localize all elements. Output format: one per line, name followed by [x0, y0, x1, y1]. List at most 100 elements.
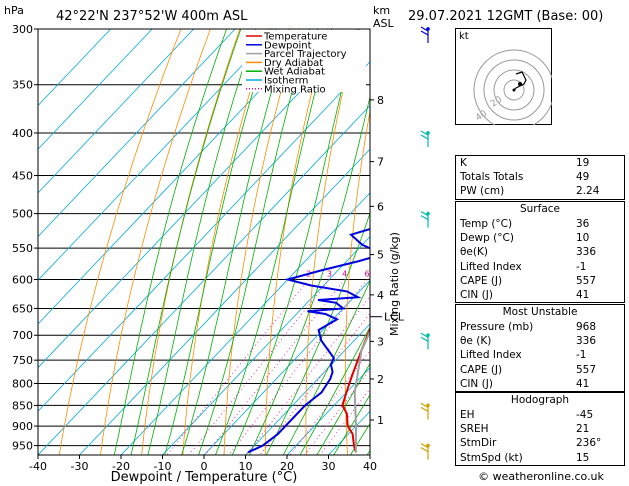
- most-unstable-title: Most Unstable: [502, 306, 578, 318]
- wet-adiabat-line: [316, 362, 370, 455]
- location-title: 42°22'N 237°52'W 400m ASL: [56, 9, 248, 24]
- hodograph-ring-10: [503, 79, 525, 101]
- surface-row-dewp: Dewp (°C) 10: [460, 232, 590, 245]
- mixing-ratio-line: [259, 312, 370, 455]
- pressure-tick-label: 300: [12, 23, 33, 36]
- x-tick-label: -40: [29, 460, 47, 473]
- mu-row-cape: CAPE (J) 557: [460, 363, 597, 376]
- legend-background: [242, 30, 366, 92]
- mixing-ratio-label: 6: [365, 270, 370, 279]
- x-tick-label: -10: [154, 460, 172, 473]
- wind-barb-dot: [426, 333, 430, 338]
- isotherm-line: [38, 29, 360, 369]
- surface-row-li: Lifted Index -1: [460, 260, 587, 273]
- mixing-ratio-axis-title: Mixing Ratio (g/kg): [388, 232, 401, 336]
- most-unstable-panel: Most Unstable Pressure (mb) 968 θe (K) 336…: [455, 304, 625, 392]
- km-tick-label: 6: [377, 200, 384, 213]
- wet-adiabat-line: [198, 29, 310, 455]
- mu-row-cin: CIN (J) 41: [460, 377, 590, 390]
- lcl-label: LCL: [384, 311, 405, 324]
- hodograph-title: Hodograph: [510, 394, 570, 406]
- pressure-tick-label: 800: [12, 378, 33, 391]
- km-tick-label: 5: [377, 249, 384, 262]
- isotherm-line: [38, 29, 111, 107]
- wet-adiabat-line: [215, 29, 333, 455]
- dewpoint-line: [247, 228, 370, 454]
- km-tick-label: 7: [377, 156, 384, 169]
- pressure-tick-label: 950: [12, 440, 33, 453]
- dry-adiabat-line: [58, 29, 182, 455]
- mixing-ratio-label: 4: [342, 270, 347, 279]
- isotherm-line: [203, 279, 370, 455]
- km-tick-label: 4: [377, 289, 384, 302]
- wet-adiabat-line: [164, 29, 273, 455]
- datetime-title: 29.07.2021 12GMT (Base: 00): [408, 9, 603, 24]
- legend-entry: Isotherm: [264, 76, 308, 87]
- wind-barb-dot: [426, 211, 430, 216]
- mixing-ratio-label: 8: [381, 270, 386, 279]
- wet-adiabat-line: [231, 29, 358, 455]
- km-tick-label: 8: [377, 94, 384, 107]
- x-axis-title: Dewpoint / Temperature (°C): [111, 470, 298, 485]
- isotherm-line: [38, 61, 370, 412]
- x-tick-label: -30: [71, 460, 89, 473]
- pressure-tick-label: 700: [12, 329, 33, 342]
- mu-row-li: Lifted Index -1: [460, 349, 587, 362]
- hodograph-ring-20: [493, 69, 535, 111]
- surface-row-cape: CAPE (J) 557: [460, 274, 597, 287]
- mu-row-pressure: Pressure (mb) 968: [460, 321, 597, 333]
- hodograph-plot: kt 20 40: [455, 28, 552, 125]
- x-tick-label: 10: [239, 460, 253, 473]
- temperature-line: [341, 326, 370, 453]
- axes: 3003504004505005506006507007508008509009…: [12, 23, 405, 473]
- wind-barb-flag: [420, 30, 429, 36]
- index-row-k: K 19: [460, 157, 590, 169]
- index-row-totals: Totals Totals 49: [460, 171, 590, 184]
- mixing-ratio-label: 20: [434, 270, 444, 279]
- isotherm-line: [38, 29, 277, 281]
- wet-adiabat-line: [282, 279, 370, 455]
- hodograph-panel: Hodograph EH -45 SREH 21 StmDir 236° StmSpd…: [455, 392, 625, 466]
- x-tick-label: 40: [363, 460, 377, 473]
- indices-panel: K 19 Totals Totals 49 PW (cm) 2.24: [455, 155, 625, 200]
- wind-barb-flag: [420, 134, 429, 140]
- legend-entry: Parcel Trajectory: [264, 49, 347, 60]
- surface-panel: Surface Temp (°C) 36 Dewp (°C) 10 θe(K) 336…: [455, 201, 625, 304]
- wet-adiabat-line: [130, 29, 242, 455]
- index-row-pw: PW (cm) 2.24: [460, 185, 600, 198]
- hodo-row-stmdir: StmDir 236°: [460, 437, 602, 450]
- isotherm-line: [38, 104, 370, 455]
- surface-title: Surface: [519, 203, 560, 215]
- wet-adiabat-line: [147, 29, 257, 455]
- wet-adiabat-line: [113, 29, 227, 455]
- x-tick-label: -20: [112, 460, 130, 473]
- legend-entry: Dry Adiabat: [264, 58, 323, 69]
- wind-barb-flag: [420, 215, 429, 221]
- legend-entry: Mixing Ratio: [264, 84, 326, 95]
- isotherm-line: [286, 367, 370, 455]
- x-tick-label: 30: [322, 460, 336, 473]
- surface-row-temp: Temp (°C) 36: [460, 218, 590, 230]
- wet-adiabat-line: [248, 95, 370, 455]
- km-tick-label: 2: [377, 373, 384, 386]
- surface-row-thetae: θe(K) 336: [460, 246, 597, 259]
- hodo-row-eh: EH -45: [460, 409, 594, 421]
- wind-barb-flag: [420, 336, 429, 342]
- hodograph-ring-30: [483, 59, 545, 121]
- wind-barb-dot: [426, 131, 430, 135]
- wind-barb-flag: [420, 447, 429, 453]
- wind-barb-flag: [420, 406, 429, 412]
- x-tick-label: 0: [201, 460, 208, 473]
- hodograph-ring-40: [473, 49, 552, 125]
- dry-adiabat-line: [420, 29, 445, 455]
- pressure-tick-label: 400: [12, 127, 33, 140]
- dry-adiabat-line: [305, 29, 358, 455]
- hodo-row-stmspd: StmSpd (kt) 15: [460, 451, 590, 464]
- pressure-tick-label: 450: [12, 170, 33, 183]
- hodograph-frame: [455, 28, 552, 125]
- parcel-trajectory-line: [353, 329, 370, 453]
- legend-entry: Wet Adiabat: [264, 67, 325, 78]
- surface-row-cin: CIN (J) 41: [460, 288, 590, 301]
